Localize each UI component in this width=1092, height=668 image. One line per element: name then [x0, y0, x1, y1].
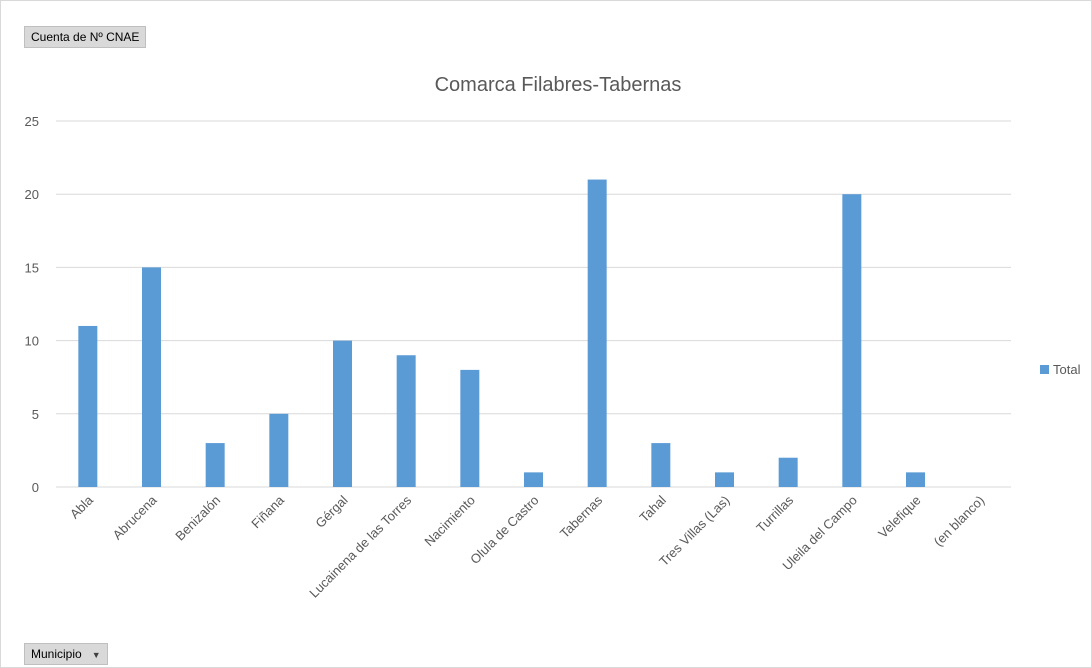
y-tick-label: 10 [25, 334, 39, 349]
legend-swatch-total [1040, 365, 1049, 374]
bar[interactable] [842, 194, 862, 487]
y-tick-label: 5 [32, 407, 39, 422]
axis-field-label: Municipio [31, 647, 82, 661]
chart-title: Comarca Filabres-Tabernas [435, 74, 682, 96]
bar[interactable] [778, 457, 798, 487]
x-tick-label: Fiñana [248, 492, 287, 531]
bar[interactable] [906, 472, 925, 487]
x-tick-label: Tabernas [557, 492, 606, 541]
x-tick-label: Tahal [636, 492, 669, 525]
x-tick-label: Abla [67, 492, 97, 522]
bars [78, 179, 925, 487]
legend: Total [1040, 362, 1081, 377]
x-tick-label: Turrillas [753, 492, 796, 535]
y-tick-label: 25 [25, 114, 39, 129]
chevron-down-icon[interactable]: ▼ [91, 650, 101, 660]
x-tick-label: Nacimiento [421, 493, 478, 550]
bar[interactable] [460, 369, 480, 487]
x-tick-label: Lucainena de las Torres [306, 492, 414, 600]
x-tick-label: Velefique [875, 493, 923, 541]
x-axis-labels: Abla Abrucena Benizalón Fiñana GérgalLucaine… [67, 492, 987, 601]
bar[interactable] [587, 179, 607, 487]
bar[interactable] [205, 443, 225, 487]
bar[interactable] [269, 413, 289, 487]
gridlines [56, 120, 1011, 488]
legend-label-total: Total [1053, 362, 1081, 377]
x-tick-label: Abrucena [110, 492, 161, 543]
x-tick-label: Gérgal [312, 492, 350, 530]
bar[interactable] [333, 340, 352, 487]
x-tick-label: Benizalón [172, 493, 223, 544]
value-field-button[interactable]: Cuenta de Nº CNAE [24, 26, 147, 48]
bar[interactable] [715, 472, 734, 487]
y-tick-label: 0 [32, 480, 39, 495]
x-tick-label: (en blanco) [931, 493, 988, 550]
bar[interactable] [78, 325, 98, 487]
axis-field-dropdown[interactable]: Municipio ▼ [24, 643, 108, 665]
bar[interactable] [142, 267, 161, 487]
bar[interactable] [651, 443, 671, 487]
x-tick-label: Olula de Castro [467, 493, 541, 567]
bar[interactable] [524, 472, 543, 487]
y-tick-label: 15 [25, 260, 39, 275]
y-axis-ticks: 0 5 10 15 20 25 [25, 114, 39, 495]
bar[interactable] [396, 355, 416, 487]
y-tick-label: 20 [25, 187, 39, 202]
